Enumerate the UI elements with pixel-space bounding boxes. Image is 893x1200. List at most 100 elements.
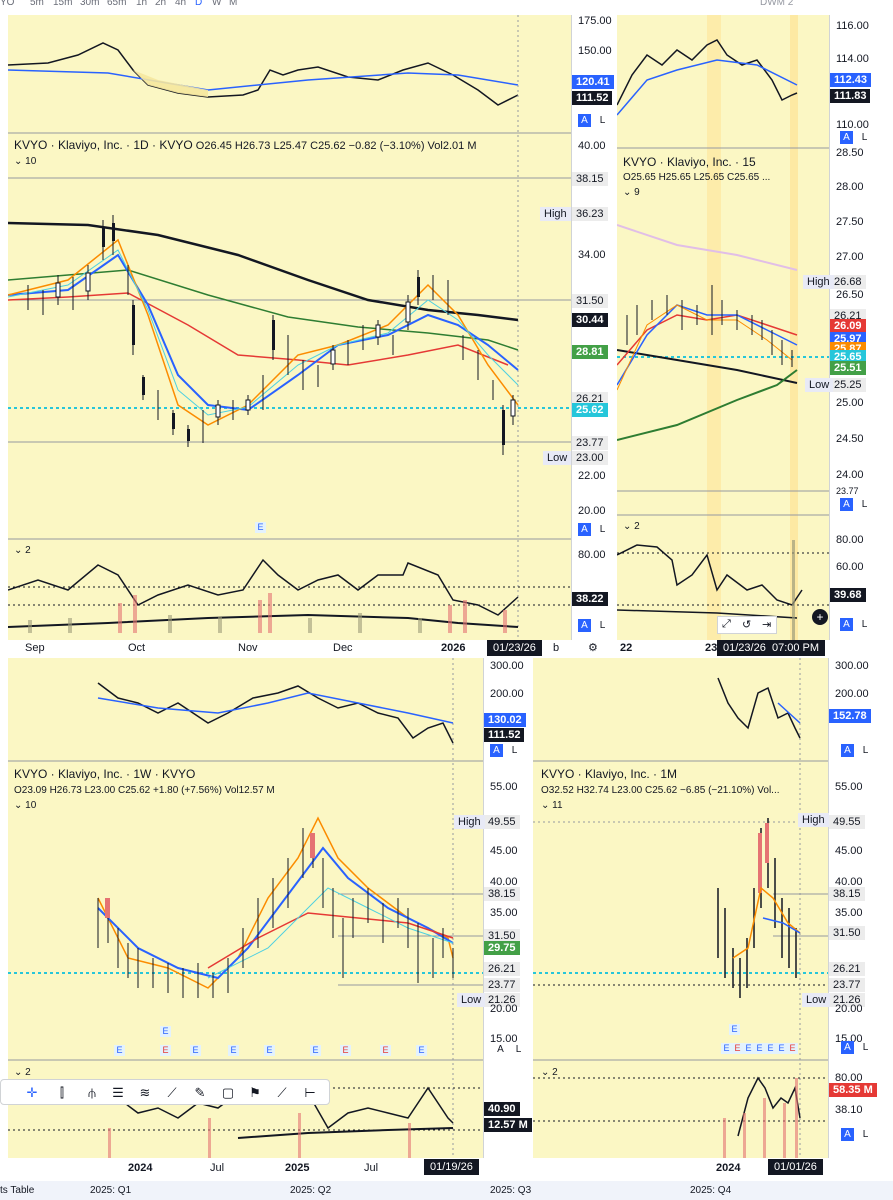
earnings-badge[interactable]: E <box>729 1024 740 1035</box>
flag-icon[interactable]: ⚑ <box>249 1085 261 1100</box>
interval-m[interactable]: M <box>229 0 238 8</box>
weekly-osc-count[interactable]: ⌄ 2 <box>14 1067 31 1078</box>
m15-price-axis[interactable]: 116.00 114.00 112.43 111.83 110.00 A L 2… <box>829 15 893 640</box>
m15-time-axis[interactable]: 22 23 01/23/26 07:00 PM <box>617 640 893 658</box>
daily-indicator-count[interactable]: ⌄ 10 <box>14 156 36 167</box>
gann-icon[interactable]: ≋ <box>139 1085 151 1100</box>
weekly-time-axis[interactable]: 2024 Jul 2025 Jul 01/19/26 <box>0 1158 533 1180</box>
interval-w[interactable]: W <box>212 0 222 8</box>
earnings-badge[interactable]: E <box>190 1045 201 1056</box>
fib-icon[interactable]: ☰ <box>112 1085 124 1100</box>
daily-chart-title: KVYO · Klaviyo, Inc. · 1D · KVYO O26.45 … <box>14 138 477 152</box>
auto-scale-button[interactable]: A <box>578 114 591 127</box>
earnings-badge[interactable]: E <box>160 1045 171 1056</box>
earnings-badge[interactable]: E <box>310 1045 321 1056</box>
m15-indicator-count[interactable]: ⌄ 9 <box>623 187 640 198</box>
tick-label: 200.00 <box>490 688 524 700</box>
auto-scale-button[interactable]: A <box>840 131 853 144</box>
bar-pattern-icon[interactable]: ⫿ <box>59 1085 65 1100</box>
daily-time-axis[interactable]: Sep Oct Nov Dec 2026 01/23/26 b ⚙ <box>8 640 617 658</box>
auto-scale-button[interactable]: A <box>840 618 853 631</box>
weekly-chart-panel[interactable]: KVYO · Klaviyo, Inc. · 1W · KVYO O23.09 … <box>8 658 483 1158</box>
earnings-badge[interactable]: E <box>255 522 266 533</box>
earnings-badge[interactable]: E <box>114 1045 125 1056</box>
bottom-tab[interactable]: ts Table <box>0 1185 35 1196</box>
reset-icon[interactable]: ↺ <box>742 619 752 631</box>
settings-icon[interactable]: ⚙ <box>588 642 598 654</box>
daily-osc-count[interactable]: ⌄ 2 <box>14 545 31 556</box>
earnings-badge[interactable]: E <box>765 1043 776 1054</box>
auto-scale-button[interactable]: A <box>841 1041 854 1054</box>
earnings-badge[interactable]: E <box>754 1043 765 1054</box>
plus-icon[interactable]: + <box>812 609 828 625</box>
rectangle-icon[interactable]: ▢ <box>221 1085 235 1100</box>
bottom-tab[interactable]: 2025: Q3 <box>490 1185 532 1196</box>
bottom-tab[interactable]: 2025: Q2 <box>290 1185 332 1196</box>
log-scale-button[interactable]: L <box>515 1044 522 1055</box>
brush-icon[interactable]: ⟋ <box>167 1085 177 1100</box>
trendline-icon[interactable]: ⟋ <box>277 1085 287 1100</box>
auto-scale-button[interactable]: A <box>490 744 503 757</box>
earnings-badge[interactable]: E <box>264 1045 275 1056</box>
auto-scale-button[interactable]: A <box>841 744 854 757</box>
monthly-time-axis[interactable]: 2024 01/01/26 <box>533 1158 893 1180</box>
auto-scale-button[interactable]: A <box>840 498 853 511</box>
tick-label: 300.00 <box>490 660 524 672</box>
pitchfork-icon[interactable]: ⫛ <box>88 1085 96 1100</box>
m15-chart-panel[interactable]: KVYO · Klaviyo, Inc. · 15 O25.65 H25.65 … <box>617 15 829 640</box>
layout-label[interactable]: DWM 2 <box>760 0 794 8</box>
high-label: High <box>803 275 834 289</box>
interval-d[interactable]: D <box>195 0 203 8</box>
earnings-badge[interactable]: E <box>776 1043 787 1054</box>
auto-scale-button[interactable]: A <box>841 1128 854 1141</box>
weekly-price-axis[interactable]: 300.00 200.00 130.02 111.52 A L 55.00 49… <box>483 658 533 1158</box>
daily-chart-panel[interactable]: KVYO · Klaviyo, Inc. · 1D · KVYO O26.45 … <box>8 15 571 647</box>
auto-scale-button[interactable]: A <box>578 523 591 536</box>
log-scale-button[interactable]: L <box>861 499 868 510</box>
pen-icon[interactable]: ✎ <box>194 1085 206 1100</box>
log-scale-button[interactable]: L <box>862 745 869 756</box>
earnings-badge[interactable]: E <box>787 1043 798 1054</box>
log-scale-button[interactable]: L <box>861 132 868 143</box>
log-scale-button[interactable]: L <box>599 115 606 126</box>
earnings-badge[interactable]: E <box>416 1045 427 1056</box>
bottom-tab[interactable]: 2025: Q1 <box>90 1185 132 1196</box>
log-scale-button[interactable]: L <box>861 619 868 630</box>
interval-65m[interactable]: 65m <box>107 0 127 8</box>
earnings-badge[interactable]: E <box>732 1043 743 1054</box>
interval-30m[interactable]: 30m <box>80 0 100 8</box>
interval-15m[interactable]: 15m <box>53 0 73 8</box>
weekly-indicator-count-value: 10 <box>25 800 37 811</box>
interval-1h[interactable]: 1h <box>136 0 148 8</box>
monthly-price-axis[interactable]: 300.00 200.00 152.78 A L 55.00 49.55 45.… <box>828 658 893 1158</box>
bottom-tab[interactable]: 2025: Q4 <box>690 1185 732 1196</box>
interval-4h[interactable]: 4h <box>175 0 187 8</box>
horizontal-line-icon[interactable]: ⊢ <box>304 1085 316 1100</box>
m15-date-time-box: 01/23/26 07:00 PM <box>717 640 826 656</box>
earnings-badge[interactable]: E <box>340 1045 351 1056</box>
monthly-indicator-count[interactable]: ⌄ 11 <box>541 800 563 811</box>
earnings-badge[interactable]: E <box>743 1043 754 1054</box>
monthly-chart-panel[interactable]: KVYO · Klaviyo, Inc. · 1M O32.52 H32.74 … <box>533 658 828 1158</box>
earnings-badge[interactable]: E <box>160 1026 171 1037</box>
fullscreen-icon[interactable]: ⤢ <box>722 618 731 630</box>
earnings-badge[interactable]: E <box>228 1045 239 1056</box>
weekly-indicator-count[interactable]: ⌄ 10 <box>14 800 36 811</box>
daily-price-axis[interactable]: 175.00 150.00 120.41 111.52 A L 40.00 38… <box>571 15 617 647</box>
forward-icon[interactable]: ⇥ <box>762 619 772 631</box>
log-scale-button[interactable]: L <box>599 524 606 535</box>
interval-2h[interactable]: 2h <box>155 0 167 8</box>
interval-5m[interactable]: 5m <box>30 0 44 8</box>
log-scale-button[interactable]: L <box>862 1042 869 1053</box>
tick-label: 20.00 <box>490 1003 518 1015</box>
log-scale-button[interactable]: L <box>862 1129 869 1140</box>
auto-scale-button[interactable]: A <box>578 619 591 632</box>
earnings-badge[interactable]: E <box>721 1043 732 1054</box>
m15-osc-count[interactable]: ⌄ 2 <box>623 521 640 532</box>
earnings-badge[interactable]: E <box>380 1045 391 1056</box>
monthly-osc-count[interactable]: ⌄ 2 <box>541 1067 558 1078</box>
log-scale-button[interactable]: L <box>599 620 606 631</box>
auto-scale-button[interactable]: A <box>497 1044 504 1055</box>
log-scale-button[interactable]: L <box>511 745 518 756</box>
crosshair-icon[interactable]: ✛ <box>26 1085 38 1100</box>
